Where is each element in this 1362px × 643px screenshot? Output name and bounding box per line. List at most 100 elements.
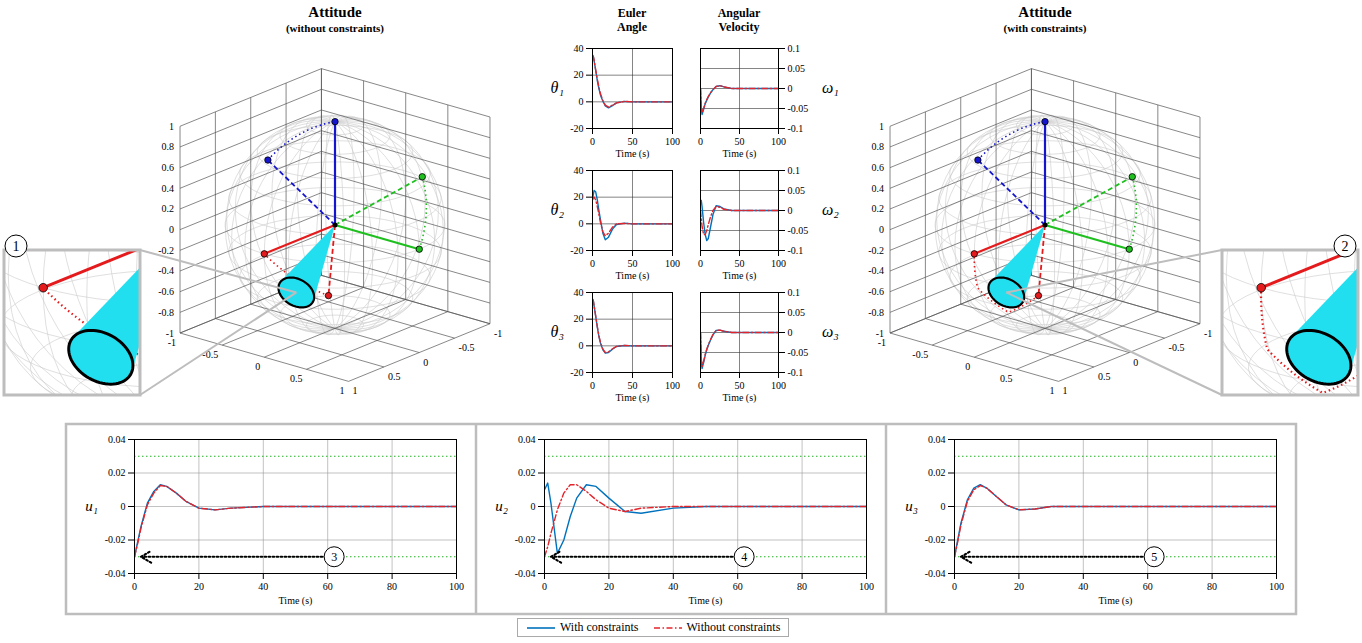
svg-text:Time (s): Time (s)	[1099, 595, 1133, 607]
svg-text:100: 100	[665, 258, 680, 269]
svg-text:3: 3	[331, 550, 337, 564]
svg-text:100: 100	[1269, 581, 1284, 592]
svg-text:20: 20	[574, 191, 584, 202]
svg-text:20: 20	[574, 313, 584, 324]
svg-text:-0.5: -0.5	[459, 342, 475, 353]
svg-text:20: 20	[194, 581, 204, 592]
svg-text:0.8: 0.8	[872, 141, 885, 152]
svg-text:80: 80	[797, 581, 807, 592]
svg-text:-0.02: -0.02	[515, 534, 536, 545]
svg-text:0.04: 0.04	[518, 434, 536, 445]
svg-text:0.1: 0.1	[788, 287, 801, 298]
svg-text:0.5: 0.5	[290, 373, 303, 384]
svg-text:1: 1	[1063, 385, 1068, 396]
svg-text:50: 50	[735, 136, 745, 147]
svg-text:1: 1	[340, 385, 345, 396]
svg-text:0: 0	[531, 501, 536, 512]
svg-text:0: 0	[423, 357, 428, 368]
svg-text:-0.1: -0.1	[788, 123, 804, 134]
svg-text:0.8: 0.8	[162, 141, 175, 152]
svg-text:-0.4: -0.4	[868, 265, 884, 276]
svg-text:1: 1	[879, 121, 884, 132]
svg-text:Time (s): Time (s)	[616, 270, 650, 282]
svg-text:-0.8: -0.8	[868, 307, 884, 318]
svg-text:0.04: 0.04	[108, 434, 126, 445]
svg-text:0: 0	[579, 340, 584, 351]
svg-text:-0.5: -0.5	[1169, 342, 1185, 353]
svg-text:-0.5: -0.5	[912, 349, 928, 360]
svg-text:0: 0	[1133, 357, 1138, 368]
svg-text:0: 0	[579, 218, 584, 229]
svg-text:50: 50	[735, 380, 745, 391]
svg-text:-0.4: -0.4	[158, 265, 174, 276]
svg-text:0: 0	[879, 224, 884, 235]
svg-text:-1: -1	[494, 328, 502, 339]
svg-text:40: 40	[1078, 581, 1088, 592]
svg-text:0.1: 0.1	[788, 43, 801, 54]
svg-text:0.5: 0.5	[388, 371, 401, 382]
svg-text:0.04: 0.04	[928, 434, 946, 445]
svg-text:100: 100	[665, 380, 680, 391]
svg-text:0.2: 0.2	[872, 203, 885, 214]
svg-text:40: 40	[258, 581, 268, 592]
svg-text:-0.05: -0.05	[788, 347, 809, 358]
svg-text:100: 100	[859, 581, 874, 592]
svg-text:5: 5	[1151, 550, 1157, 564]
svg-text:-0.04: -0.04	[925, 568, 946, 579]
svg-text:-1: -1	[1204, 328, 1212, 339]
svg-text:0: 0	[788, 327, 793, 338]
svg-text:0.4: 0.4	[162, 183, 175, 194]
svg-text:20: 20	[574, 69, 584, 80]
svg-text:Attitude: Attitude	[308, 4, 362, 20]
svg-text:60: 60	[323, 581, 333, 592]
svg-text:0: 0	[698, 136, 703, 147]
svg-text:1: 1	[1050, 385, 1055, 396]
svg-text:4: 4	[741, 550, 747, 564]
svg-text:-20: -20	[570, 367, 583, 378]
svg-text:Time (s): Time (s)	[689, 595, 723, 607]
svg-text:-0.2: -0.2	[868, 245, 884, 256]
svg-text:40: 40	[574, 287, 584, 298]
svg-text:100: 100	[449, 581, 464, 592]
svg-text:Attitude: Attitude	[1018, 4, 1072, 20]
svg-text:0.4: 0.4	[872, 183, 885, 194]
svg-text:40: 40	[574, 43, 584, 54]
svg-text:-20: -20	[570, 245, 583, 256]
svg-text:0.6: 0.6	[162, 162, 175, 173]
svg-text:Time (s): Time (s)	[723, 392, 757, 404]
svg-text:0: 0	[590, 258, 595, 269]
svg-text:100: 100	[771, 258, 786, 269]
svg-text:100: 100	[665, 136, 680, 147]
svg-text:0: 0	[590, 380, 595, 391]
svg-text:Time (s): Time (s)	[279, 595, 313, 607]
svg-text:0: 0	[965, 361, 970, 372]
svg-text:-0.02: -0.02	[105, 534, 126, 545]
svg-text:0.1: 0.1	[788, 165, 801, 176]
svg-text:-0.6: -0.6	[868, 286, 884, 297]
svg-text:1: 1	[353, 385, 358, 396]
svg-text:0: 0	[121, 501, 126, 512]
svg-text:0.02: 0.02	[108, 467, 126, 478]
svg-text:0.02: 0.02	[928, 467, 946, 478]
svg-text:0: 0	[698, 258, 703, 269]
svg-text:20: 20	[604, 581, 614, 592]
svg-text:0.2: 0.2	[162, 203, 175, 214]
svg-text:100: 100	[771, 136, 786, 147]
svg-text:0: 0	[579, 96, 584, 107]
svg-text:-1: -1	[878, 337, 886, 348]
svg-text:1: 1	[169, 121, 174, 132]
svg-text:0: 0	[788, 205, 793, 216]
svg-text:-0.5: -0.5	[202, 349, 218, 360]
svg-text:0: 0	[952, 581, 957, 592]
svg-text:0.02: 0.02	[518, 467, 536, 478]
svg-text:60: 60	[733, 581, 743, 592]
svg-text:50: 50	[735, 258, 745, 269]
svg-text:-0.8: -0.8	[158, 307, 174, 318]
svg-text:(without constraints): (without constraints)	[286, 22, 384, 35]
svg-text:0: 0	[590, 136, 595, 147]
svg-text:0: 0	[542, 581, 547, 592]
svg-text:-0.6: -0.6	[158, 286, 174, 297]
svg-text:-0.05: -0.05	[788, 103, 809, 114]
svg-text:50: 50	[628, 258, 638, 269]
svg-text:0.5: 0.5	[1098, 371, 1111, 382]
